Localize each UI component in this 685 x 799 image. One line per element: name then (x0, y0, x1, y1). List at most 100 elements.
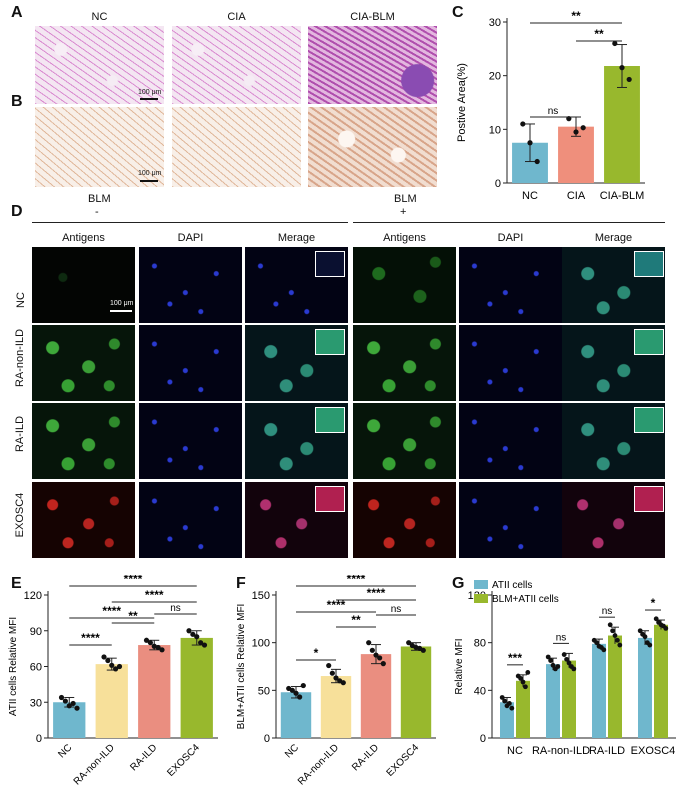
data-point (289, 687, 295, 693)
if-ra-non-ild-antigens-minus (32, 325, 135, 401)
row-label-nc: NC (15, 292, 27, 308)
y-tick-label: 0 (495, 178, 501, 190)
row-label-exosc4: EXOSC4 (14, 492, 26, 538)
data-point (550, 662, 556, 668)
data-point (548, 658, 553, 663)
data-point (626, 76, 632, 83)
data-point (293, 690, 299, 696)
inset-zoom (634, 329, 664, 355)
significance-label: ** (594, 27, 604, 41)
data-point (594, 640, 599, 646)
if-ra-ild-merge-plus (562, 403, 665, 479)
data-point (499, 695, 505, 700)
data-point (420, 647, 426, 653)
legend-label: BLM+ATII cells (492, 594, 559, 605)
col-header-antigens-plus: Antigens (383, 232, 426, 244)
group-label-nc: NC (91, 11, 108, 23)
if-ra-non-ild-dapi-plus (459, 325, 562, 401)
if-ra-non-ild-dapi-minus (139, 325, 242, 401)
bar (516, 680, 530, 738)
x-tick-label: EXOSC4 (385, 742, 422, 779)
data-point (70, 700, 76, 707)
if-ra-ild-antigens-plus (353, 403, 456, 479)
blm-minus-rule (32, 222, 348, 223)
data-point (159, 647, 165, 653)
data-point (194, 634, 200, 640)
data-point (326, 662, 332, 669)
x-tick-label: NC (56, 742, 74, 760)
if-ra-ild-antigens-minus (32, 403, 135, 479)
data-point (520, 679, 526, 685)
if-nc-dapi-plus (459, 247, 562, 323)
y-tick-label: 0 (36, 733, 42, 745)
group-label-cia: CIA (227, 11, 246, 23)
bar (138, 645, 171, 738)
blm-minus-title: BLM (88, 193, 111, 205)
col-header-dapi-minus: DAPI (177, 232, 204, 244)
x-tick-label: RA-non-ILD (296, 742, 341, 787)
legend-label: ATII cells (492, 580, 532, 591)
bar (546, 664, 560, 738)
blm-plus-rule (353, 222, 665, 223)
y-tick-label: 20 (489, 71, 501, 83)
blm-plus-title: BLM (394, 193, 417, 205)
data-point (380, 661, 386, 667)
inset-zoom (315, 486, 345, 512)
panel-label-g: G (452, 575, 465, 592)
scale-label-d: 100 μm (110, 300, 134, 307)
data-point (300, 682, 306, 689)
data-point (502, 698, 507, 704)
significance-label: * (651, 596, 656, 610)
x-tick-label: CIA (567, 190, 586, 202)
bar (638, 637, 652, 738)
data-point (555, 664, 561, 669)
data-point (518, 676, 523, 681)
col-header-merge-plus: Merage (594, 232, 633, 244)
data-point (507, 701, 512, 706)
significance-label: * (314, 646, 319, 660)
data-point (198, 640, 204, 646)
if-exosc4-dapi-plus (459, 482, 562, 558)
y-tick-label: 60 (30, 662, 42, 674)
bar (562, 660, 576, 738)
if-nc-merge-minus (245, 247, 348, 323)
significance-label: ** (351, 613, 361, 627)
y-tick-label: 150 (252, 590, 270, 602)
data-point (545, 654, 551, 660)
data-point (329, 670, 335, 676)
x-tick-label: NC (522, 190, 538, 202)
x-tick-label: RA-non-ILD (532, 745, 590, 757)
y-tick-label: 0 (480, 733, 486, 745)
data-point (580, 125, 586, 131)
bar (500, 702, 514, 738)
significance-label: ns (556, 632, 567, 643)
panel-label-f: F (236, 575, 246, 592)
data-point (369, 647, 375, 653)
if-nc-antigens-plus (353, 247, 456, 323)
significance-label: ns (391, 604, 402, 615)
y-tick-label: 30 (30, 697, 42, 709)
significance-label: *** (508, 651, 522, 665)
col-header-antigens-minus: Antigens (62, 232, 105, 244)
data-point (610, 628, 615, 634)
data-point (607, 622, 613, 628)
x-tick-label: RA-ILD (128, 742, 159, 773)
data-point (527, 140, 533, 146)
data-point (101, 654, 107, 660)
bar (320, 676, 352, 738)
if-ra-non-ild-merge-plus (562, 325, 665, 401)
data-point (62, 698, 68, 704)
data-point (520, 121, 526, 127)
data-point (143, 637, 150, 643)
y-tick-label: 30 (489, 17, 501, 29)
bar (608, 635, 622, 738)
y-axis-label: Postive Area(%) (456, 63, 468, 142)
data-point (642, 634, 648, 640)
significance-label: ** (571, 9, 581, 23)
data-point (333, 675, 339, 681)
scale-label-a: 100 μm (138, 89, 162, 96)
inset-zoom (634, 486, 664, 512)
y-axis-label: BLM+ATII cells Relative MFI (236, 604, 247, 730)
significance-label: ns (548, 106, 559, 117)
